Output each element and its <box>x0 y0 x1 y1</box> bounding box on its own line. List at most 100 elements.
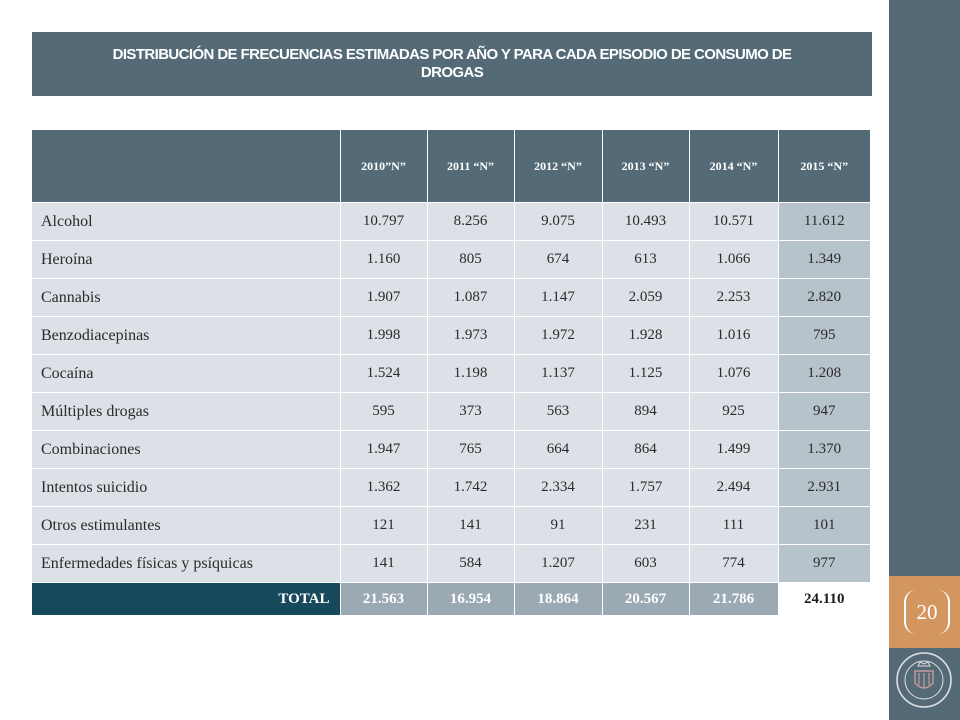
row-label: Cocaína <box>32 354 341 393</box>
table-cell: 674 <box>514 240 603 279</box>
header-cell: 2015 “N” <box>778 130 870 203</box>
table-cell: 1.998 <box>340 316 428 355</box>
row-label: Benzodiacepinas <box>32 316 341 355</box>
generalitat-seal-logo <box>896 652 952 708</box>
total-row: TOTAL 21.563 16.954 18.864 20.567 21.786… <box>32 582 870 615</box>
header-cell: 2010”N” <box>340 130 428 203</box>
table-cell: 11.612 <box>778 202 870 241</box>
table-cell: 595 <box>340 392 428 431</box>
table-cell: 1.076 <box>689 354 779 393</box>
table-cell: 2.334 <box>514 468 603 507</box>
table-cell: 603 <box>602 544 690 583</box>
header-cell: 2011 “N” <box>427 130 515 203</box>
table-row: Cannabis 1.907 1.087 1.147 2.059 2.253 2… <box>32 278 870 317</box>
table-row: Intentos suicidio 1.362 1.742 2.334 1.75… <box>32 468 870 507</box>
header-cell: 2013 “N” <box>602 130 690 203</box>
table-cell: 1.947 <box>340 430 428 469</box>
table-cell: 1.208 <box>778 354 870 393</box>
table-cell: 121 <box>340 506 428 545</box>
table-cell: 1.362 <box>340 468 428 507</box>
table-cell: 947 <box>778 392 870 431</box>
frequency-table: 2010”N” 2011 “N” 2012 “N” 2013 “N” 2014 … <box>32 130 870 615</box>
total-cell: 16.954 <box>427 582 515 615</box>
total-cell: 21.786 <box>689 582 779 615</box>
table-cell: 563 <box>514 392 603 431</box>
table-cell: 774 <box>689 544 779 583</box>
table-cell: 1.147 <box>514 278 603 317</box>
table-cell: 1.087 <box>427 278 515 317</box>
row-label: Otros estimulantes <box>32 506 341 545</box>
header-cell: 2014 “N” <box>689 130 779 203</box>
table-cell: 1.066 <box>689 240 779 279</box>
table-cell: 10.493 <box>602 202 690 241</box>
row-label: Alcohol <box>32 202 341 241</box>
total-cell: 24.110 <box>778 582 870 615</box>
table-cell: 2.059 <box>602 278 690 317</box>
table-row: Otros estimulantes 121 141 91 231 111 10… <box>32 506 870 545</box>
table-cell: 864 <box>602 430 690 469</box>
table-cell: 977 <box>778 544 870 583</box>
table-cell: 141 <box>340 544 428 583</box>
total-label: TOTAL <box>32 582 341 615</box>
table-cell: 1.757 <box>602 468 690 507</box>
table-cell: 1.137 <box>514 354 603 393</box>
table-cell: 1.972 <box>514 316 603 355</box>
table-cell: 664 <box>514 430 603 469</box>
table-cell: 91 <box>514 506 603 545</box>
table-cell: 765 <box>427 430 515 469</box>
table-cell: 1.928 <box>602 316 690 355</box>
row-label: Intentos suicidio <box>32 468 341 507</box>
table-cell: 10.571 <box>689 202 779 241</box>
table-cell: 2.253 <box>689 278 779 317</box>
table-row: Cocaína 1.524 1.198 1.137 1.125 1.076 1.… <box>32 354 870 393</box>
table-cell: 925 <box>689 392 779 431</box>
table-cell: 9.075 <box>514 202 603 241</box>
row-label: Múltiples drogas <box>32 392 341 431</box>
table-cell: 584 <box>427 544 515 583</box>
table-cell: 1.207 <box>514 544 603 583</box>
table-row: Múltiples drogas 595 373 563 894 925 947 <box>32 392 870 431</box>
total-cell: 18.864 <box>514 582 603 615</box>
table-cell: 373 <box>427 392 515 431</box>
total-cell: 21.563 <box>340 582 428 615</box>
table-row: Combinaciones 1.947 765 664 864 1.499 1.… <box>32 430 870 469</box>
table-cell: 2.820 <box>778 278 870 317</box>
table-cell: 111 <box>689 506 779 545</box>
row-label: Cannabis <box>32 278 341 317</box>
table-cell: 1.742 <box>427 468 515 507</box>
table-cell: 2.931 <box>778 468 870 507</box>
table-row: Alcohol 10.797 8.256 9.075 10.493 10.571… <box>32 202 870 241</box>
row-label: Combinaciones <box>32 430 341 469</box>
table-cell: 805 <box>427 240 515 279</box>
table-row: Heroína 1.160 805 674 613 1.066 1.349 <box>32 240 870 279</box>
table-cell: 795 <box>778 316 870 355</box>
table-cell: 10.797 <box>340 202 428 241</box>
table-header-row: 2010”N” 2011 “N” 2012 “N” 2013 “N” 2014 … <box>32 130 870 203</box>
page-number: 20 <box>904 590 950 634</box>
slide-title: DISTRIBUCIÓN DE FRECUENCIAS ESTIMADAS PO… <box>32 32 872 96</box>
table-row: Enfermedades físicas y psíquicas 141 584… <box>32 544 870 583</box>
table-cell: 1.016 <box>689 316 779 355</box>
row-label: Heroína <box>32 240 341 279</box>
table-cell: 1.524 <box>340 354 428 393</box>
table-cell: 1.198 <box>427 354 515 393</box>
table-cell: 894 <box>602 392 690 431</box>
row-label: Enfermedades físicas y psíquicas <box>32 544 341 583</box>
table-cell: 1.349 <box>778 240 870 279</box>
header-cell <box>32 130 341 203</box>
table-cell: 1.125 <box>602 354 690 393</box>
table-cell: 1.907 <box>340 278 428 317</box>
table-cell: 1.370 <box>778 430 870 469</box>
total-cell: 20.567 <box>602 582 690 615</box>
table-cell: 1.499 <box>689 430 779 469</box>
header-cell: 2012 “N” <box>514 130 603 203</box>
table-cell: 101 <box>778 506 870 545</box>
table-cell: 1.973 <box>427 316 515 355</box>
table-row: Benzodiacepinas 1.998 1.973 1.972 1.928 … <box>32 316 870 355</box>
table-cell: 613 <box>602 240 690 279</box>
table-cell: 231 <box>602 506 690 545</box>
table-cell: 8.256 <box>427 202 515 241</box>
table-cell: 141 <box>427 506 515 545</box>
table-cell: 2.494 <box>689 468 779 507</box>
table-cell: 1.160 <box>340 240 428 279</box>
